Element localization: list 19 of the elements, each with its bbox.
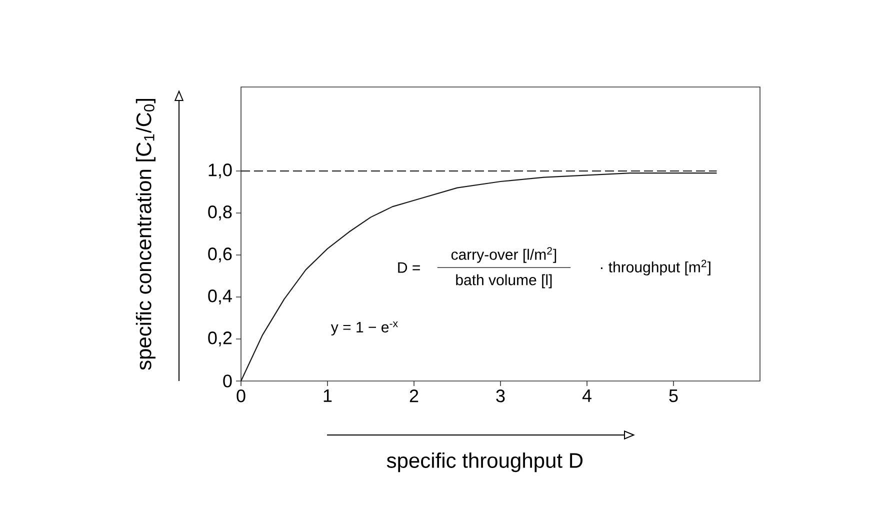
x-tick-label: 5 <box>669 390 678 402</box>
x-tick-label: 0 <box>236 390 246 402</box>
y-tick-label: 0,6 <box>208 248 232 262</box>
x-axis-title: specific throughput D <box>386 452 583 472</box>
annotation: bath volume [l] <box>456 274 552 288</box>
y-tick-label: 0,8 <box>208 206 232 220</box>
x-tick-label: 4 <box>582 390 592 402</box>
annotation: carry-over [l/m$^{2}$] <box>451 247 556 263</box>
annotation: D = <box>398 262 420 273</box>
x-tick-label: 2 <box>410 390 418 402</box>
annotation: y = 1 − e$^{-x}$ <box>330 322 398 336</box>
y-tick-label: 0,4 <box>208 290 232 304</box>
x-tick-label: 3 <box>496 390 505 402</box>
y-axis-title: specific concentration [C$_{1}$/C$_{0}$] <box>136 99 156 370</box>
y-tick-label: 1,0 <box>208 164 232 178</box>
y-tick-label: 0 <box>223 374 232 388</box>
y-tick-label: 0,2 <box>208 332 232 346</box>
annotation: · throughput [m$^{2}$] <box>600 260 710 276</box>
x-tick-label: 1 <box>324 390 332 402</box>
